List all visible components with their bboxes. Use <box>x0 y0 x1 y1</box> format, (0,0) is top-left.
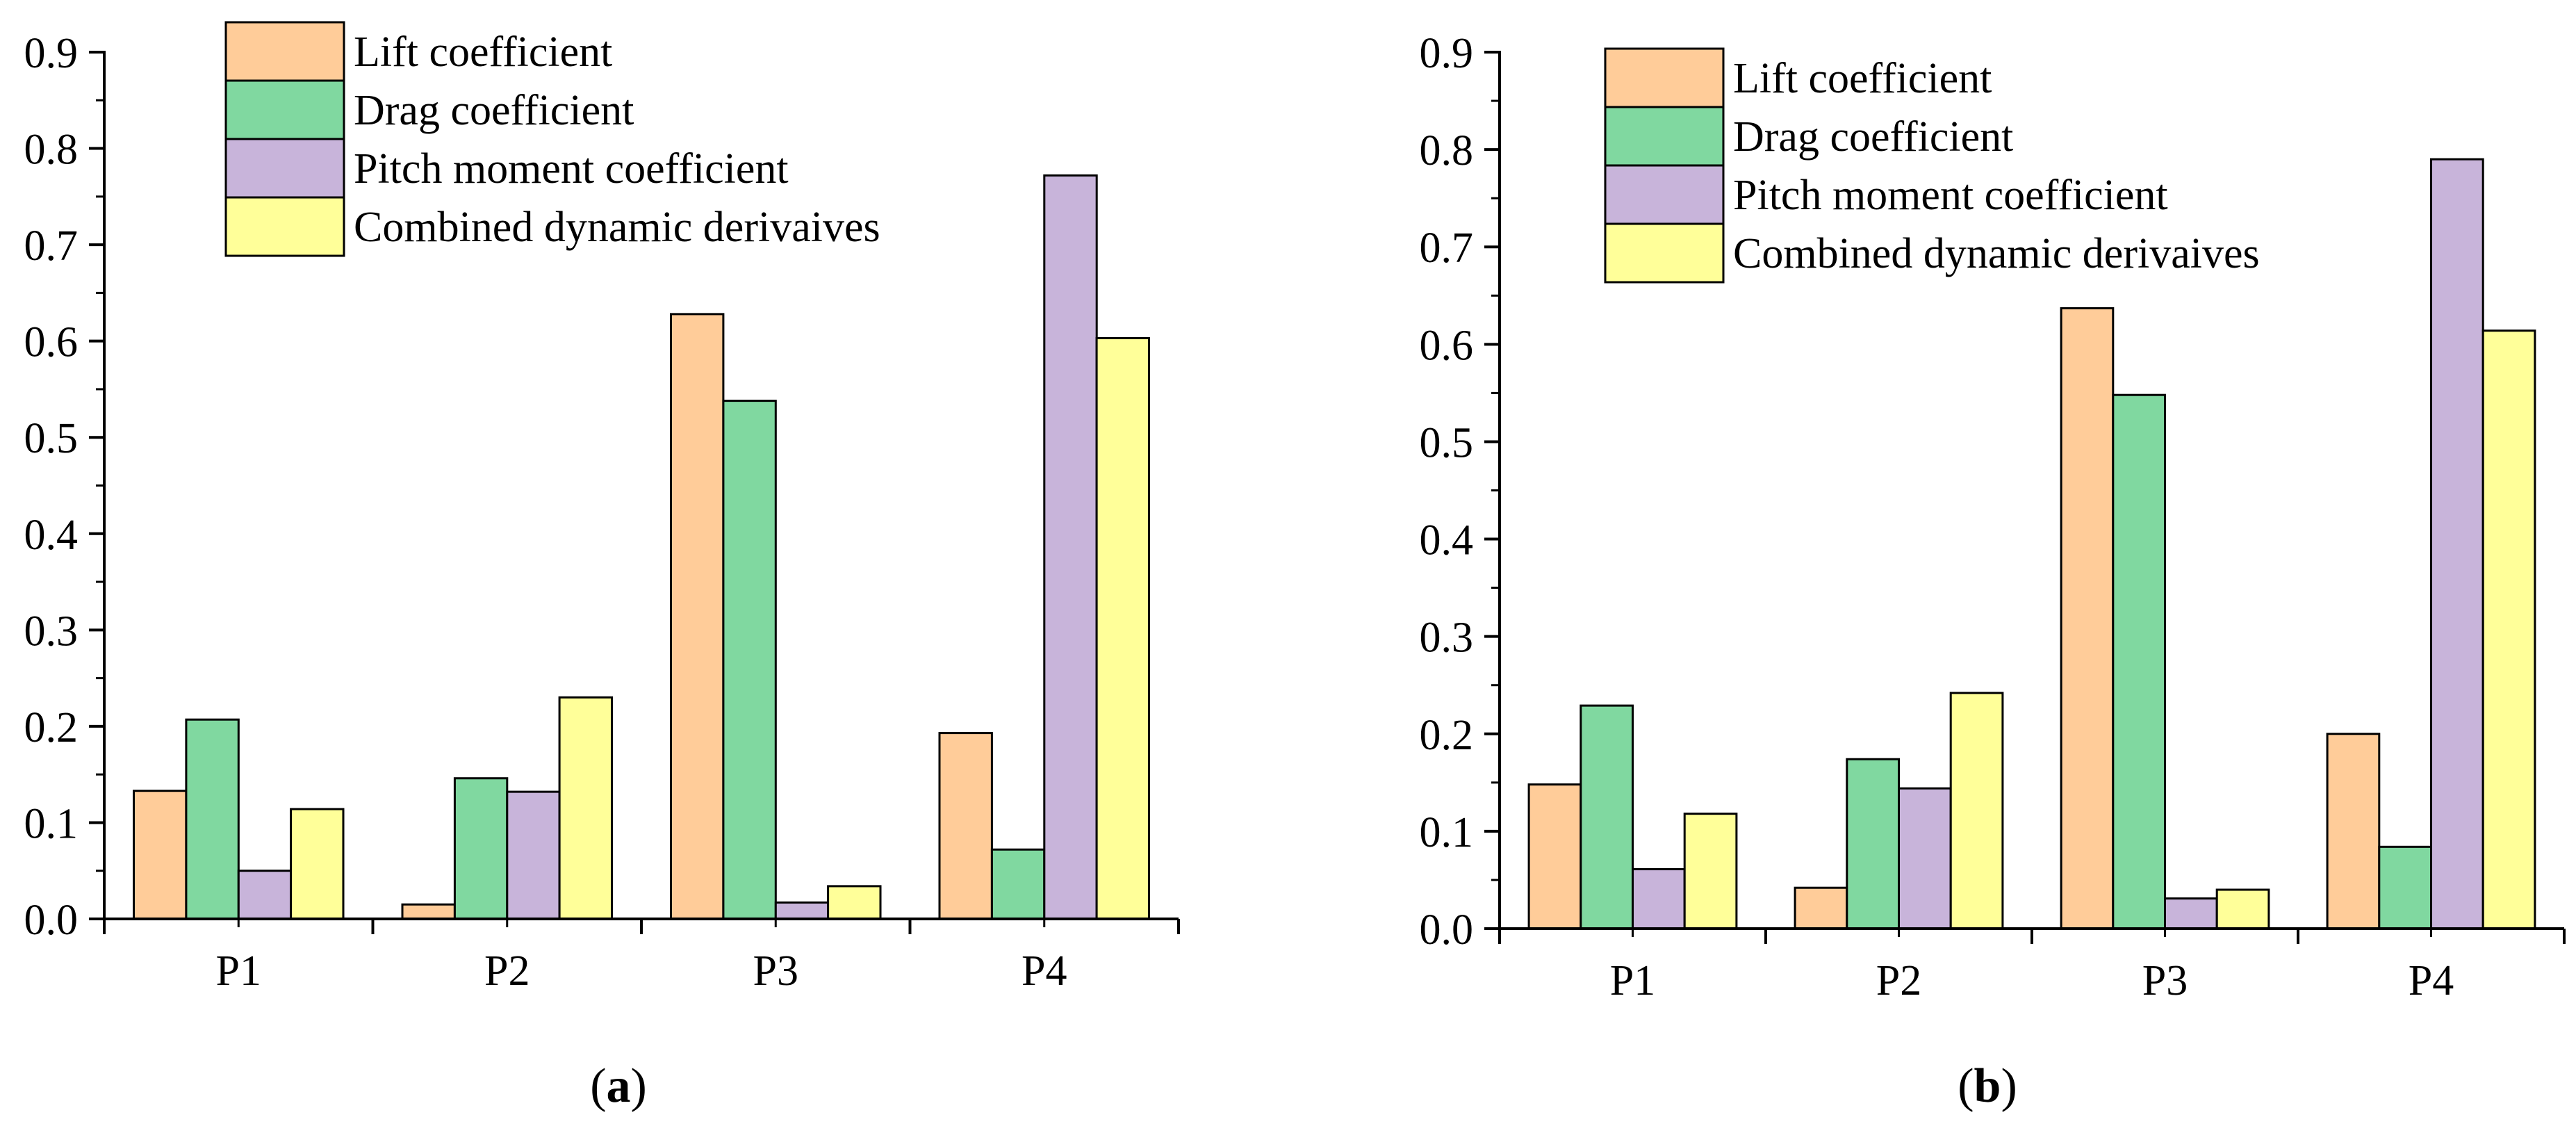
bar-b-p3-s3 <box>2164 897 2218 930</box>
legend-label-a-4: Combined dynamic derivaives <box>354 204 880 251</box>
chart-b: 0.0 0.1 0.2 0.3 0.4 0.5 0.6 0.7 0.8 0.9 P1 P2 P3 P4 Li… <box>1420 30 2566 1004</box>
chart-a: 0.0 0.1 0.2 0.3 0.4 0.5 0.6 0.7 0.8 0.9 P1 P2 P3 P4 Li… <box>24 21 1180 995</box>
x-tick-label-a-p3: P3 <box>753 947 798 995</box>
legend-swatch-a-4 <box>224 196 345 257</box>
legend-swatch-a-3 <box>224 138 345 199</box>
y-tick-label-a-5: 0.5 <box>24 415 79 462</box>
bar-b-p1-s1 <box>1527 783 1582 930</box>
panel-label-a: (a) <box>590 1059 647 1113</box>
x-tick-label-a-p4: P4 <box>1022 947 1067 995</box>
bar-b-p3-s1 <box>2060 307 2115 930</box>
bar-b-p4-s1 <box>2326 733 2381 930</box>
legend-label-a-2: Drag coefficient <box>354 87 634 134</box>
y-tick-label-b-8: 0.8 <box>1420 127 1474 174</box>
legend-swatch-b-1 <box>1604 47 1725 108</box>
y-tick-label-b-2: 0.2 <box>1420 712 1474 759</box>
x-tick-label-b-p4: P4 <box>2409 957 2454 1004</box>
bar-b-p3-s4 <box>2215 888 2270 930</box>
bar-a-p1-s1 <box>133 790 188 920</box>
legend-swatch-b-4 <box>1604 222 1725 284</box>
bar-b-p2-s3 <box>1898 787 1952 930</box>
y-tick-label-b-0: 0.0 <box>1420 906 1474 954</box>
legend-label-b-4: Combined dynamic derivaives <box>1733 230 2260 277</box>
bar-b-p4-s3 <box>2430 158 2484 930</box>
bar-a-p2-s3 <box>506 790 561 920</box>
bar-a-p1-s4 <box>290 808 345 920</box>
bar-b-p4-s2 <box>2378 845 2433 930</box>
bar-a-p4-s2 <box>990 848 1046 920</box>
bar-a-p2-s1 <box>401 903 456 920</box>
bar-a-p3-s1 <box>670 313 725 920</box>
bar-a-p2-s2 <box>453 777 509 920</box>
bar-a-p3-s4 <box>827 885 882 920</box>
legend-label-a-3: Pitch moment coefficient <box>354 145 789 193</box>
y-tick-label-b-9: 0.9 <box>1420 30 1474 77</box>
bar-b-p2-s4 <box>1949 692 2004 930</box>
y-tick-label-a-1: 0.1 <box>24 800 79 847</box>
bar-a-p4-s1 <box>938 732 993 920</box>
bar-b-p1-s4 <box>1683 813 1738 930</box>
y-tick-label-b-5: 0.5 <box>1420 419 1474 466</box>
bar-a-p1-s2 <box>185 718 240 920</box>
bar-b-p2-s1 <box>1794 886 1848 930</box>
x-tick-label-b-p3: P3 <box>2142 957 2188 1004</box>
x-tick-label-b-p1: P1 <box>1610 957 1655 1004</box>
y-tick-label-a-2: 0.2 <box>24 704 79 751</box>
legend-swatch-a-2 <box>224 79 345 140</box>
legend-swatch-a-1 <box>224 21 345 82</box>
legend-swatch-b-2 <box>1604 106 1725 167</box>
bar-a-p3-s2 <box>722 400 777 920</box>
bar-a-p3-s3 <box>774 901 830 920</box>
y-tick-label-a-3: 0.3 <box>24 608 79 655</box>
legend-label-b-3: Pitch moment coefficient <box>1733 172 2168 219</box>
bar-a-p2-s4 <box>558 696 613 920</box>
bar-a-p4-s4 <box>1095 337 1150 920</box>
legend-swatch-b-3 <box>1604 164 1725 225</box>
legend-label-b-2: Drag coefficient <box>1733 113 2013 161</box>
y-tick-label-b-1: 0.1 <box>1420 809 1474 856</box>
panel-label-b: (b) <box>1958 1059 2017 1113</box>
x-tick-label-a-p1: P1 <box>216 947 261 995</box>
y-tick-label-b-3: 0.3 <box>1420 614 1474 662</box>
y-tick-label-b-6: 0.6 <box>1420 322 1474 369</box>
bar-b-p1-s2 <box>1580 704 1634 930</box>
bar-b-p2-s2 <box>1846 758 1901 930</box>
y-tick-label-b-7: 0.7 <box>1420 225 1474 272</box>
y-tick-label-a-0: 0.0 <box>24 897 79 944</box>
y-tick-label-a-6: 0.6 <box>24 319 79 366</box>
bar-b-p3-s2 <box>2112 393 2167 930</box>
legend-label-a-1: Lift coefficient <box>354 28 612 76</box>
y-tick-label-a-4: 0.4 <box>24 512 79 559</box>
bar-b-p1-s3 <box>1632 868 1686 930</box>
y-tick-label-a-8: 0.8 <box>24 127 79 174</box>
x-tick-label-b-p2: P2 <box>1876 957 1921 1004</box>
bar-b-p4-s4 <box>2481 329 2536 930</box>
y-tick-label-a-7: 0.7 <box>24 222 79 270</box>
bar-a-p1-s3 <box>237 870 293 920</box>
y-tick-label-b-4: 0.4 <box>1420 517 1474 564</box>
legend-label-b-1: Lift coefficient <box>1733 55 1992 102</box>
x-tick-label-a-p2: P2 <box>484 947 530 995</box>
y-tick-label-a-9: 0.9 <box>24 30 79 77</box>
bar-a-p4-s3 <box>1043 174 1098 920</box>
